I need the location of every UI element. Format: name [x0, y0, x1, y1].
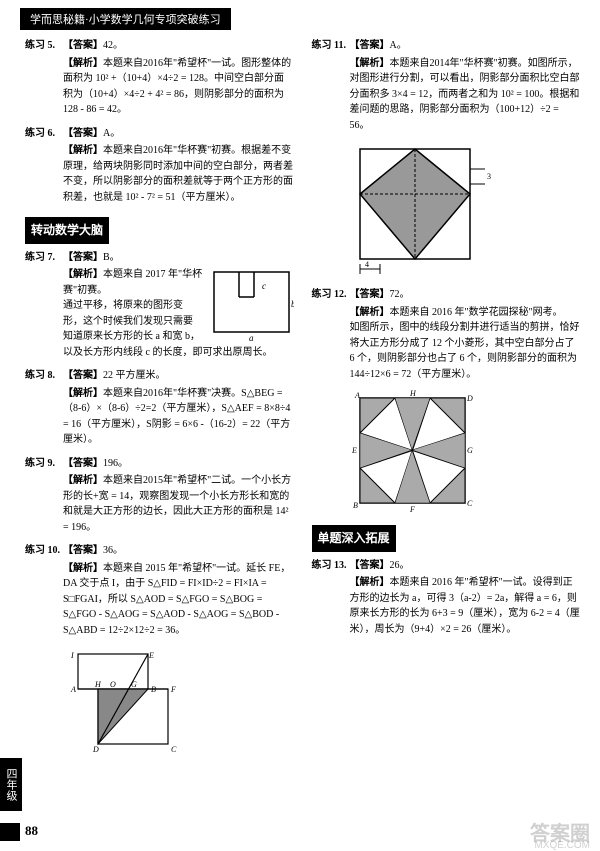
svg-text:b: b — [291, 299, 294, 309]
exercise-7: 练习 7. 【答案】B。 c b a 【解析】本题来自 2017 年"华杯赛"初… — [25, 250, 294, 361]
ex8-answer: 22 平方厘米。 — [103, 370, 166, 381]
ex9-answer-label: 【答案】 — [63, 458, 103, 469]
ex13-label: 练习 13. — [312, 558, 350, 574]
ex6-label: 练习 6. — [25, 126, 63, 142]
exercise-6: 练习 6. 【答案】A。 【解析】本题来自2016年"华杯赛"初赛。根据差不变原… — [25, 126, 294, 206]
exercise-10: 练习 10. 【答案】36。 【解析】本题来自 2015 年"希望杯"一试。延长… — [25, 543, 294, 754]
watermark-url: MXQE.COM — [534, 840, 590, 851]
svg-text:3: 3 — [487, 172, 491, 181]
svg-text:H: H — [94, 680, 102, 689]
ex7-answer-label: 【答案】 — [63, 252, 103, 263]
ex6-answer-label: 【答案】 — [63, 128, 103, 139]
svg-text:C: C — [171, 745, 177, 754]
svg-text:D: D — [466, 394, 473, 403]
exercise-8: 练习 8. 【答案】22 平方厘米。 【解析】本题来自2016年"华杯赛"决赛。… — [25, 368, 294, 448]
svg-text:D: D — [92, 745, 99, 754]
page-number: 88 — [25, 823, 38, 839]
figure-10: I A E F D C H O G B — [25, 644, 294, 754]
svg-text:F: F — [170, 685, 176, 694]
ex7-label: 练习 7. — [25, 250, 63, 266]
grade-tab: 四年级 — [0, 758, 22, 811]
section1-text: 转动数学大脑 — [27, 219, 107, 242]
book-header: 学而思秘籍·小学数学几何专项突破练习 — [20, 8, 231, 30]
svg-text:G: G — [131, 680, 137, 689]
exercise-11: 练习 11. 【答案】A。 【解析】本题来自2014年"华杯赛"初赛。如图所示，… — [312, 38, 581, 279]
svg-text:E: E — [351, 446, 357, 455]
svg-text:B: B — [353, 501, 358, 510]
right-column: 练习 11. 【答案】A。 【解析】本题来自2014年"华杯赛"初赛。如图所示，… — [312, 38, 581, 762]
svg-text:G: G — [467, 446, 473, 455]
ex13-answer: 26。 — [390, 560, 410, 571]
svg-text:A: A — [70, 685, 76, 694]
ex5-label: 练习 5. — [25, 38, 63, 54]
ex12-answer-label: 【答案】 — [350, 289, 390, 300]
ex6-answer: A。 — [103, 128, 120, 139]
ex13-answer-label: 【答案】 — [350, 560, 390, 571]
ex8-analysis-label: 【解析】 — [63, 388, 103, 399]
svg-text:c: c — [262, 281, 266, 291]
svg-text:E: E — [148, 651, 154, 660]
figure-12: A H D G C F B E — [312, 388, 581, 513]
ex11-answer: A。 — [390, 40, 407, 51]
ex13-analysis-label: 【解析】 — [350, 577, 390, 588]
ex12-answer: 72。 — [390, 289, 410, 300]
svg-text:4: 4 — [365, 260, 369, 269]
svg-text:I: I — [70, 651, 74, 660]
svg-text:H: H — [409, 389, 417, 398]
page-decoration — [0, 823, 20, 841]
ex11-analysis-label: 【解析】 — [350, 58, 390, 69]
figure-11: 3 4 — [312, 139, 581, 279]
ex10-answer: 36。 — [103, 545, 123, 556]
svg-text:C: C — [467, 499, 473, 508]
svg-text:F: F — [409, 505, 415, 513]
ex5-answer-label: 【答案】 — [63, 40, 103, 51]
left-column: 练习 5. 【答案】42。 【解析】本题来自2016年"希望杯"一试。图形整体的… — [25, 38, 294, 762]
ex9-label: 练习 9. — [25, 456, 63, 472]
ex7-answer: B。 — [103, 252, 120, 263]
ex12-analysis-label: 【解析】 — [350, 307, 390, 318]
ex7-analysis-label: 【解析】 — [63, 269, 103, 280]
exercise-5: 练习 5. 【答案】42。 【解析】本题来自2016年"希望杯"一试。图形整体的… — [25, 38, 294, 118]
ex10-answer-label: 【答案】 — [63, 545, 103, 556]
ex8-label: 练习 8. — [25, 368, 63, 384]
ex5-analysis-label: 【解析】 — [63, 58, 103, 69]
ex12-analysis1: 本题来自 2016 年"数学花园探秘"网考。 — [390, 307, 563, 318]
exercise-13: 练习 13. 【答案】26。 【解析】本题来自 2016 年"希望杯"一试。设得… — [312, 558, 581, 638]
ex5-answer: 42。 — [103, 40, 123, 51]
svg-text:O: O — [110, 680, 116, 689]
exercise-9: 练习 9. 【答案】196。 【解析】本题来自2015年"希望杯"二试。一个小长… — [25, 456, 294, 536]
section-rotate-brain: 转动数学大脑 — [25, 217, 109, 244]
section2-text: 单题深入拓展 — [314, 527, 394, 550]
ex9-answer: 196。 — [103, 458, 128, 469]
svg-text:A: A — [354, 391, 360, 400]
main-content: 练习 5. 【答案】42。 【解析】本题来自2016年"希望杯"一试。图形整体的… — [0, 30, 600, 767]
ex8-answer-label: 【答案】 — [63, 370, 103, 381]
ex10-label: 练习 10. — [25, 543, 63, 559]
ex6-analysis-label: 【解析】 — [63, 145, 103, 156]
svg-text:a: a — [249, 333, 254, 342]
figure-7: c b a — [209, 267, 294, 342]
ex12-label: 练习 12. — [312, 287, 350, 303]
ex10-analysis-label: 【解析】 — [63, 563, 103, 574]
ex11-label: 练习 11. — [312, 38, 350, 54]
section-deep-expand: 单题深入拓展 — [312, 525, 396, 552]
ex12-analysis2: 如图所示，图中的线段分割并进行适当的剪拼，恰好将大正方形分成了 12 个小菱形，… — [350, 320, 581, 382]
exercise-12: 练习 12. 【答案】72。 【解析】本题来自 2016 年"数学花园探秘"网考… — [312, 287, 581, 513]
svg-text:B: B — [151, 685, 156, 694]
ex11-answer-label: 【答案】 — [350, 40, 390, 51]
ex9-analysis-label: 【解析】 — [63, 475, 103, 486]
